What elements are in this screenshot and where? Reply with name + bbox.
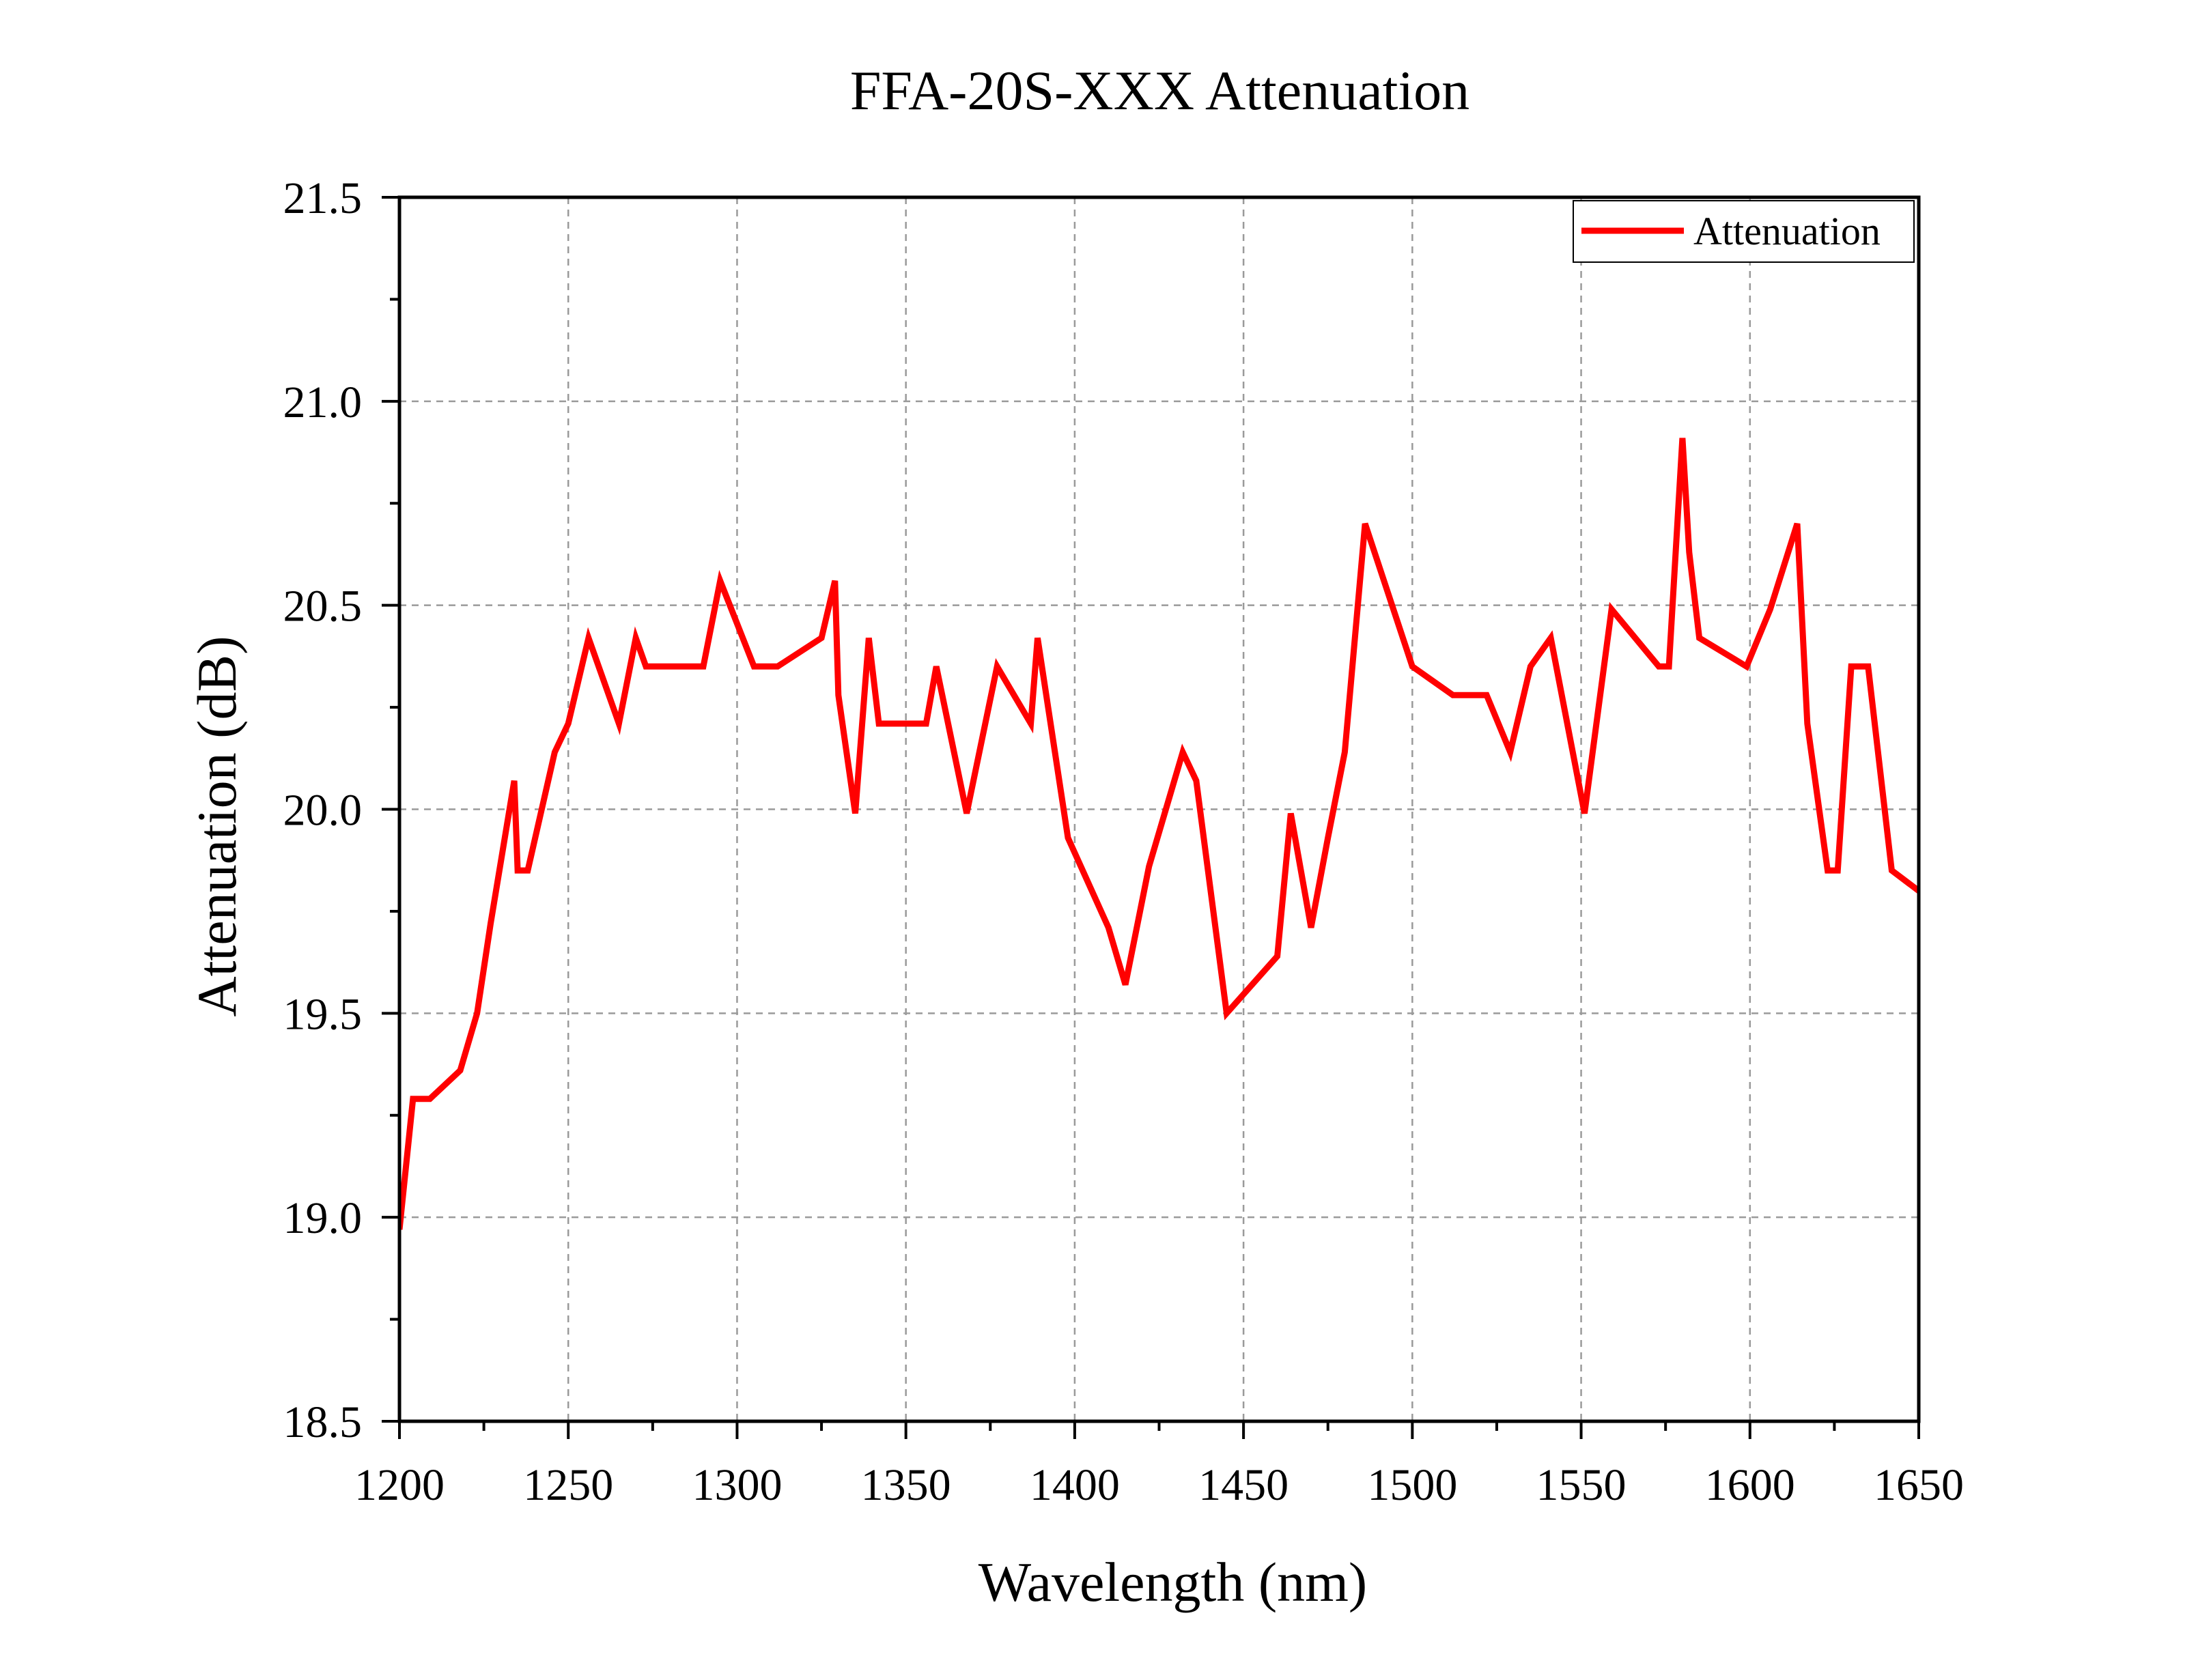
legend: Attenuation [1573, 200, 1915, 263]
x-tick-label: 1400 [1030, 1460, 1120, 1510]
series-line-attenuation [399, 438, 1919, 1230]
x-axis-label: Wavelength (nm) [979, 1551, 1367, 1613]
x-tick-labels: 1200 1250 1300 1350 1400 1450 1500 1550 1600 1650 [354, 1460, 1964, 1510]
legend-label-attenuation: Attenuation [1693, 209, 1881, 253]
y-tick-label: 21.5 [283, 173, 363, 223]
y-tick-label: 20.5 [283, 582, 363, 631]
chart-title: FFA-20S-XXX Attenuation [850, 59, 1469, 122]
x-tick-label: 1250 [523, 1460, 613, 1510]
x-tick-label: 1450 [1198, 1460, 1289, 1510]
x-tick-label: 1600 [1705, 1460, 1795, 1510]
y-tick-label: 20.0 [283, 786, 363, 836]
axis-ticks [382, 196, 1920, 1439]
y-tick-label: 18.5 [283, 1397, 363, 1447]
y-tick-label: 19.5 [283, 989, 363, 1039]
x-tick-label: 1500 [1367, 1460, 1457, 1510]
x-tick-label: 1300 [692, 1460, 782, 1510]
y-axis-label: Attenuation (dB) [186, 636, 248, 1017]
series-layer [399, 438, 1919, 1230]
x-tick-label: 1350 [861, 1460, 951, 1510]
grid-lines [399, 197, 1919, 1421]
x-tick-label: 1650 [1874, 1460, 1964, 1510]
y-tick-labels: 18.5 19.0 19.5 20.0 20.5 21.0 21.5 [283, 173, 363, 1447]
x-tick-label: 1200 [354, 1460, 445, 1510]
y-tick-label: 21.0 [283, 378, 363, 427]
y-tick-label: 19.0 [283, 1193, 363, 1243]
x-tick-label: 1550 [1536, 1460, 1627, 1510]
